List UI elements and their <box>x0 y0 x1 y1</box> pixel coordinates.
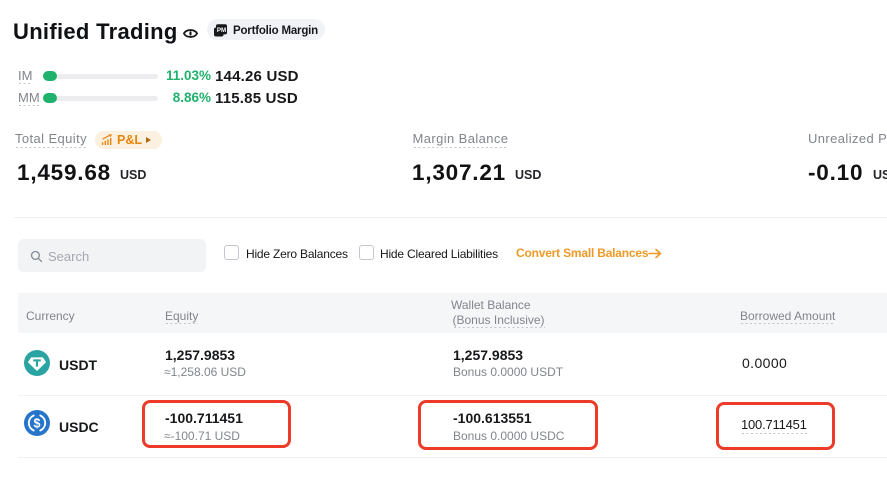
svg-text:$: $ <box>34 416 41 430</box>
svg-text:PM: PM <box>217 27 226 34</box>
